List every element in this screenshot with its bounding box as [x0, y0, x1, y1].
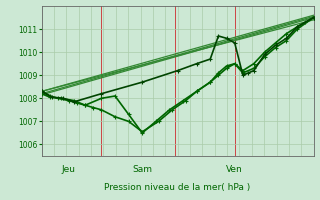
Text: Jeu: Jeu	[62, 165, 76, 174]
Text: Pression niveau de la mer( hPa ): Pression niveau de la mer( hPa )	[104, 183, 251, 192]
Text: Ven: Ven	[226, 165, 243, 174]
Text: Sam: Sam	[132, 165, 152, 174]
